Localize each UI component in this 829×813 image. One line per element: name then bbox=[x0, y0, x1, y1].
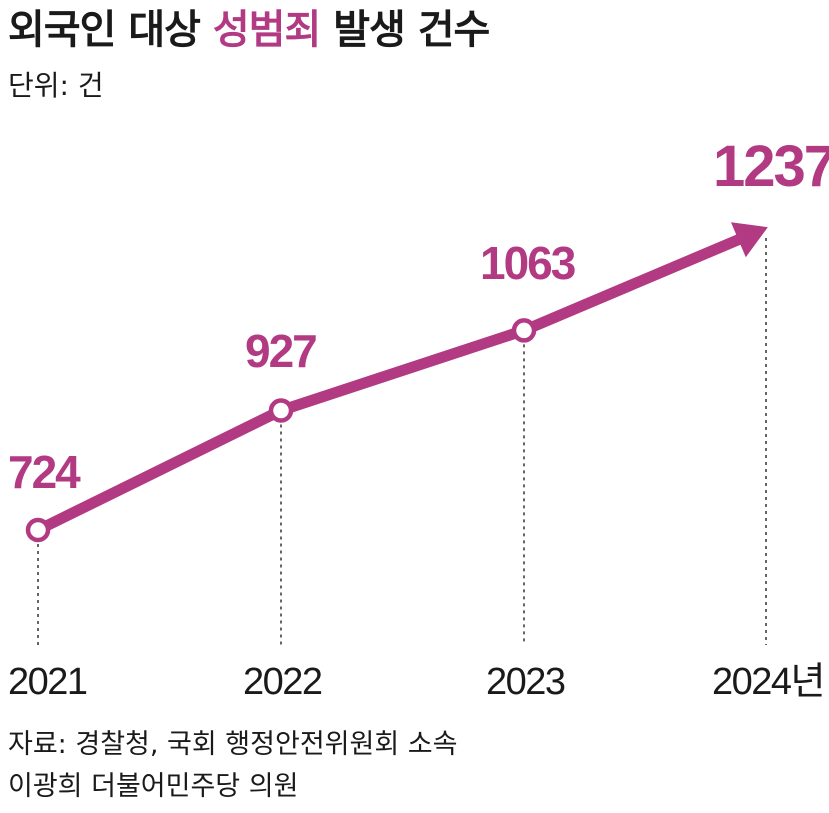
x-tick-label-2021: 2021 bbox=[8, 661, 87, 703]
unit-label: 단위: 건 bbox=[8, 69, 104, 102]
data-label-2022: 927 bbox=[245, 325, 316, 377]
data-label-2021: 724 bbox=[8, 446, 81, 498]
series-line bbox=[35, 233, 743, 535]
x-tick-label-2022: 2022 bbox=[243, 661, 322, 703]
source-line-2: 이광희 더불어민주당 의원 bbox=[8, 771, 299, 802]
data-point-2021 bbox=[25, 517, 51, 543]
chart-title-highlight: 성범죄 bbox=[212, 7, 321, 53]
data-point-2022 bbox=[268, 398, 294, 423]
chart-title-prefix: 외국인 대상 bbox=[8, 7, 213, 53]
data-label-2023: 1063 bbox=[480, 237, 575, 289]
chart-title-suffix: 발생 건수 bbox=[320, 7, 490, 53]
arrow-head-marker bbox=[730, 222, 768, 258]
source-note: 자료: 경찰청, 국회 행정안전위원회 소속 이광희 더불어민주당 의원 bbox=[8, 724, 457, 808]
data-point-2023 bbox=[511, 318, 537, 343]
x-tick-label-2023: 2023 bbox=[486, 661, 565, 703]
data-label-2024: 1237 bbox=[713, 134, 829, 199]
source-line-1: 자료: 경찰청, 국회 행정안전위원회 소속 bbox=[8, 729, 458, 760]
x-tick-label-2024: 2024년 bbox=[712, 661, 824, 703]
chart-title: 외국인 대상 성범죄 발생 건수 bbox=[8, 4, 490, 56]
